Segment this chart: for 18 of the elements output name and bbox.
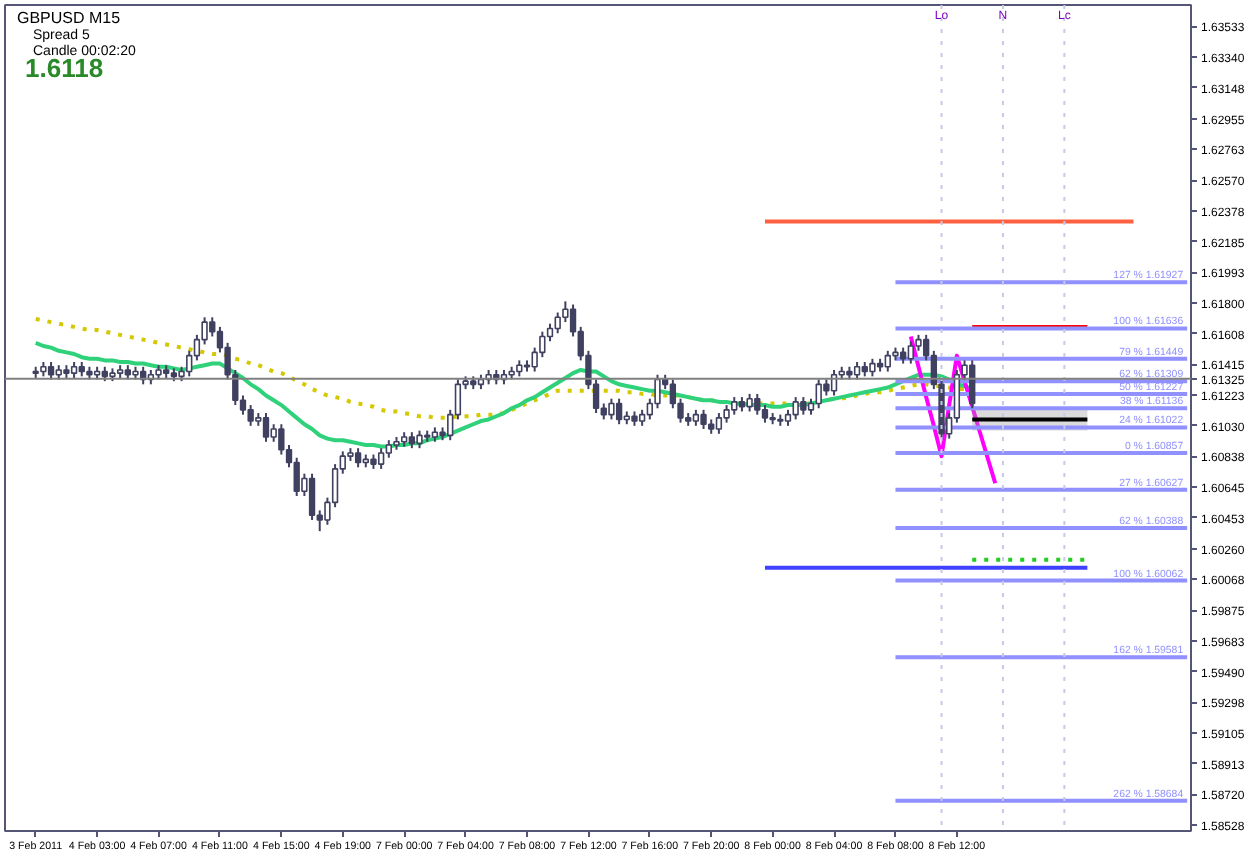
candlestick	[884, 349, 891, 373]
candlestick	[700, 408, 707, 431]
candlestick	[293, 456, 300, 498]
candlestick	[969, 359, 976, 410]
candlestick	[377, 447, 385, 470]
candlestick	[608, 397, 615, 421]
candlestick	[354, 447, 362, 469]
annotation: 1.6118	[25, 53, 104, 83]
candlestick	[907, 340, 914, 365]
candlestick	[815, 378, 822, 410]
line-series	[908, 334, 998, 486]
candlestick	[308, 472, 316, 521]
candlestick	[792, 396, 799, 421]
chart-title: GBPUSD M15	[17, 9, 122, 27]
candlestick	[262, 412, 270, 443]
candlestick	[615, 397, 623, 426]
candlestick	[754, 392, 761, 416]
candlestick	[715, 412, 723, 435]
